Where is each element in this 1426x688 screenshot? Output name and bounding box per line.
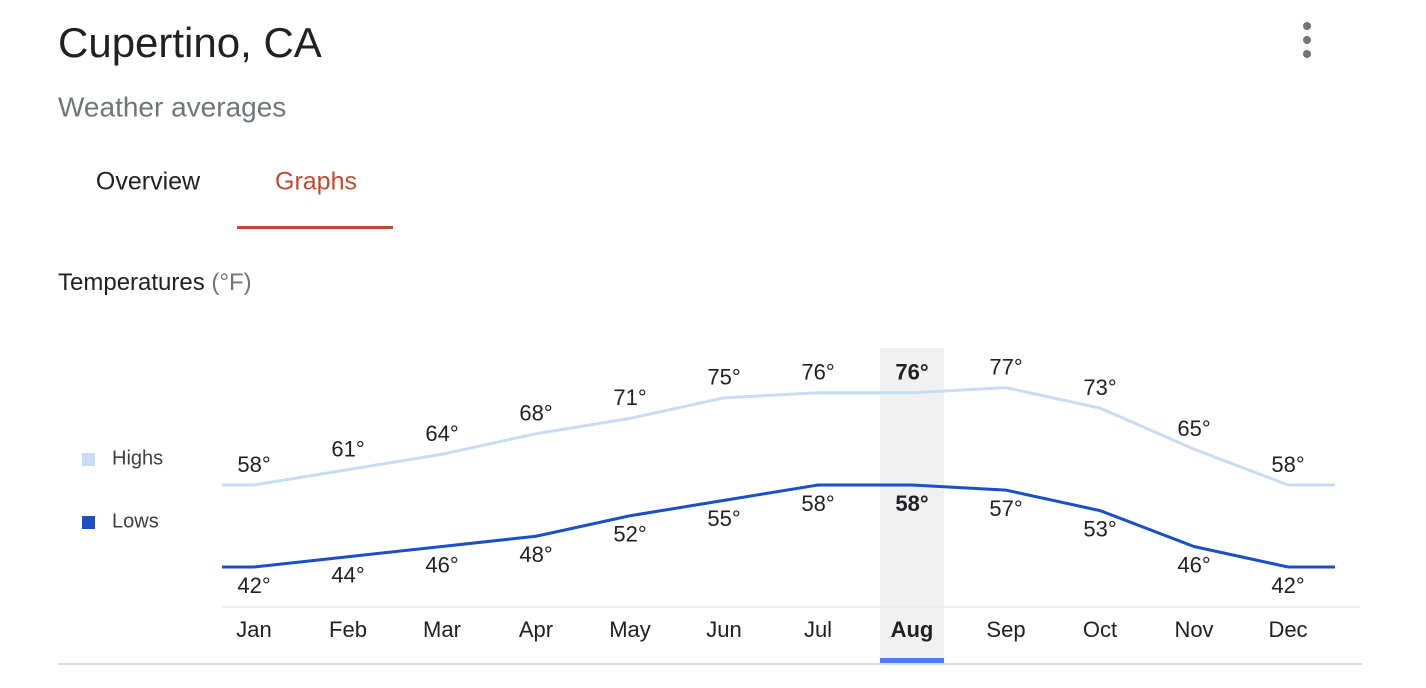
data-label: 77° bbox=[989, 354, 1022, 379]
more-menu[interactable] bbox=[1303, 22, 1311, 58]
data-label: 55° bbox=[707, 506, 740, 531]
tab-underline bbox=[237, 226, 393, 229]
x-tick-label[interactable]: Mar bbox=[423, 617, 461, 642]
data-label: 76° bbox=[801, 360, 834, 385]
data-label: 58° bbox=[237, 452, 270, 477]
x-tick-label[interactable]: Jul bbox=[804, 617, 832, 642]
data-label: 58° bbox=[1271, 452, 1304, 477]
data-label: 58° bbox=[895, 491, 928, 516]
legend-label: Highs bbox=[112, 447, 163, 469]
location-title: Cupertino, CA bbox=[58, 19, 322, 66]
data-label: 64° bbox=[425, 421, 458, 446]
x-tick-label[interactable]: Nov bbox=[1174, 617, 1213, 642]
data-label: 46° bbox=[1177, 552, 1210, 577]
data-label: 52° bbox=[613, 522, 646, 547]
menu-dot bbox=[1303, 50, 1311, 58]
data-label: 48° bbox=[519, 542, 552, 567]
data-label: 73° bbox=[1083, 375, 1116, 400]
series-line bbox=[253, 483, 1289, 569]
x-tick-label[interactable]: Jun bbox=[706, 617, 741, 642]
unit: (°F) bbox=[211, 269, 251, 296]
data-label: 57° bbox=[989, 496, 1022, 521]
tab-graphs[interactable]: Graphs bbox=[275, 168, 357, 196]
x-tick-label[interactable]: Feb bbox=[329, 617, 367, 642]
selected-column bbox=[880, 348, 944, 664]
data-label: 65° bbox=[1177, 416, 1210, 441]
series-line bbox=[253, 386, 1289, 487]
x-tick-label[interactable]: Aug bbox=[891, 617, 934, 642]
chart-title-text: Temperatures bbox=[58, 269, 205, 296]
data-label: 61° bbox=[331, 436, 364, 461]
data-label: 71° bbox=[613, 385, 646, 410]
data-label: 42° bbox=[237, 573, 270, 598]
x-tick-label[interactable]: Dec bbox=[1268, 617, 1307, 642]
legend-label: Lows bbox=[112, 510, 159, 532]
legend-swatch bbox=[82, 453, 95, 466]
data-label: 53° bbox=[1083, 516, 1116, 541]
menu-dot bbox=[1303, 22, 1311, 30]
data-label: 42° bbox=[1271, 573, 1304, 598]
data-label: 76° bbox=[895, 360, 928, 385]
data-label: 58° bbox=[801, 491, 834, 516]
x-tick-label[interactable]: Oct bbox=[1083, 617, 1117, 642]
data-label: 68° bbox=[519, 401, 552, 426]
data-label: 44° bbox=[331, 563, 364, 588]
data-label: 75° bbox=[707, 365, 740, 390]
chart-title: Temperatures (°F) bbox=[58, 269, 252, 296]
x-tick-label[interactable]: Jan bbox=[236, 617, 271, 642]
selected-indicator bbox=[880, 658, 944, 664]
plot: Jan Feb Mar Apr May Jun Jul Aug Sep Oct Nov Dec High… bbox=[82, 348, 1335, 664]
tab-overview[interactable]: Overview bbox=[96, 168, 201, 196]
x-tick-label[interactable]: Apr bbox=[519, 617, 553, 642]
data-label: 46° bbox=[425, 552, 458, 577]
subtitle: Weather averages bbox=[58, 91, 286, 122]
x-tick-label[interactable]: May bbox=[609, 617, 651, 642]
x-tick-label[interactable]: Sep bbox=[986, 617, 1025, 642]
menu-dot bbox=[1303, 36, 1311, 44]
legend-swatch bbox=[82, 516, 95, 529]
